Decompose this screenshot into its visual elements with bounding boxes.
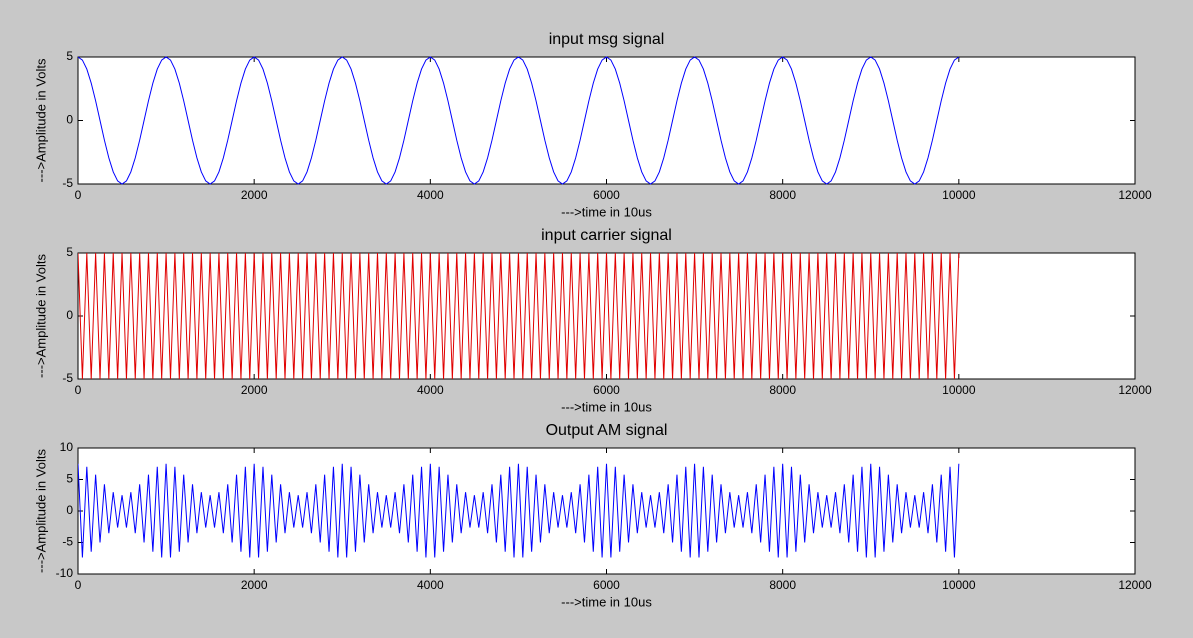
y-axis-label: --->Amplitude in Volts [33, 449, 48, 573]
x-tick-label: 4000 [417, 383, 444, 397]
x-tick-label: 6000 [593, 188, 620, 202]
x-tick-label: 10000 [942, 578, 976, 592]
chart-title: input msg signal [549, 31, 665, 48]
x-tick-label: 2000 [241, 578, 268, 592]
y-tick-label: -10 [56, 566, 74, 580]
x-tick-label: 8000 [769, 383, 796, 397]
plot-area [77, 56, 1136, 185]
x-tick-label: 4000 [417, 578, 444, 592]
x-tick-label: 8000 [769, 188, 796, 202]
x-tick-label: 2000 [241, 383, 268, 397]
plot-lines [78, 56, 960, 185]
signal-line [78, 56, 960, 185]
y-tick-label: 0 [66, 113, 73, 127]
x-tick-label: 0 [75, 383, 82, 397]
x-axis-label: --->time in 10us [561, 594, 652, 609]
plot-area [77, 252, 1136, 380]
signal-line [78, 252, 960, 380]
x-axis-label: --->time in 10us [561, 204, 652, 219]
y-tick-label: -5 [62, 176, 73, 190]
x-tick-label: 0 [75, 578, 82, 592]
subplot: 0 2000 4000 6000 8000 10000 12000 -10 -5 0 5 10 Outp… [33, 422, 1152, 609]
y-axis-label: --->Amplitude in Volts [33, 254, 48, 378]
x-tick-label: 8000 [769, 578, 796, 592]
y-tick-label: 5 [66, 245, 73, 259]
plot-lines [78, 463, 960, 558]
x-tick-label: 12000 [1118, 383, 1152, 397]
x-tick-label: 0 [75, 188, 82, 202]
x-tick-label: 10000 [942, 383, 976, 397]
y-axis-label: --->Amplitude in Volts [33, 58, 48, 182]
signal-line [78, 463, 960, 558]
y-tick-label: 5 [66, 472, 73, 486]
x-tick-label: 2000 [241, 188, 268, 202]
chart-title: input carrier signal [541, 227, 672, 244]
x-tick-label: 12000 [1118, 578, 1152, 592]
x-tick-label: 10000 [942, 188, 976, 202]
y-tick-label: -5 [62, 535, 73, 549]
x-tick-label: 6000 [593, 383, 620, 397]
y-tick-label: 0 [66, 308, 73, 322]
chart-title: Output AM signal [546, 422, 668, 439]
y-tick-label: 10 [60, 440, 74, 454]
x-tick-label: 12000 [1118, 188, 1152, 202]
x-tick-label: 6000 [593, 578, 620, 592]
y-tick-label: 5 [66, 49, 73, 63]
plot-lines [78, 252, 960, 380]
x-tick-label: 4000 [417, 188, 444, 202]
x-axis-label: --->time in 10us [561, 399, 652, 414]
y-tick-label: 0 [66, 503, 73, 517]
y-tick-label: -5 [62, 371, 73, 385]
